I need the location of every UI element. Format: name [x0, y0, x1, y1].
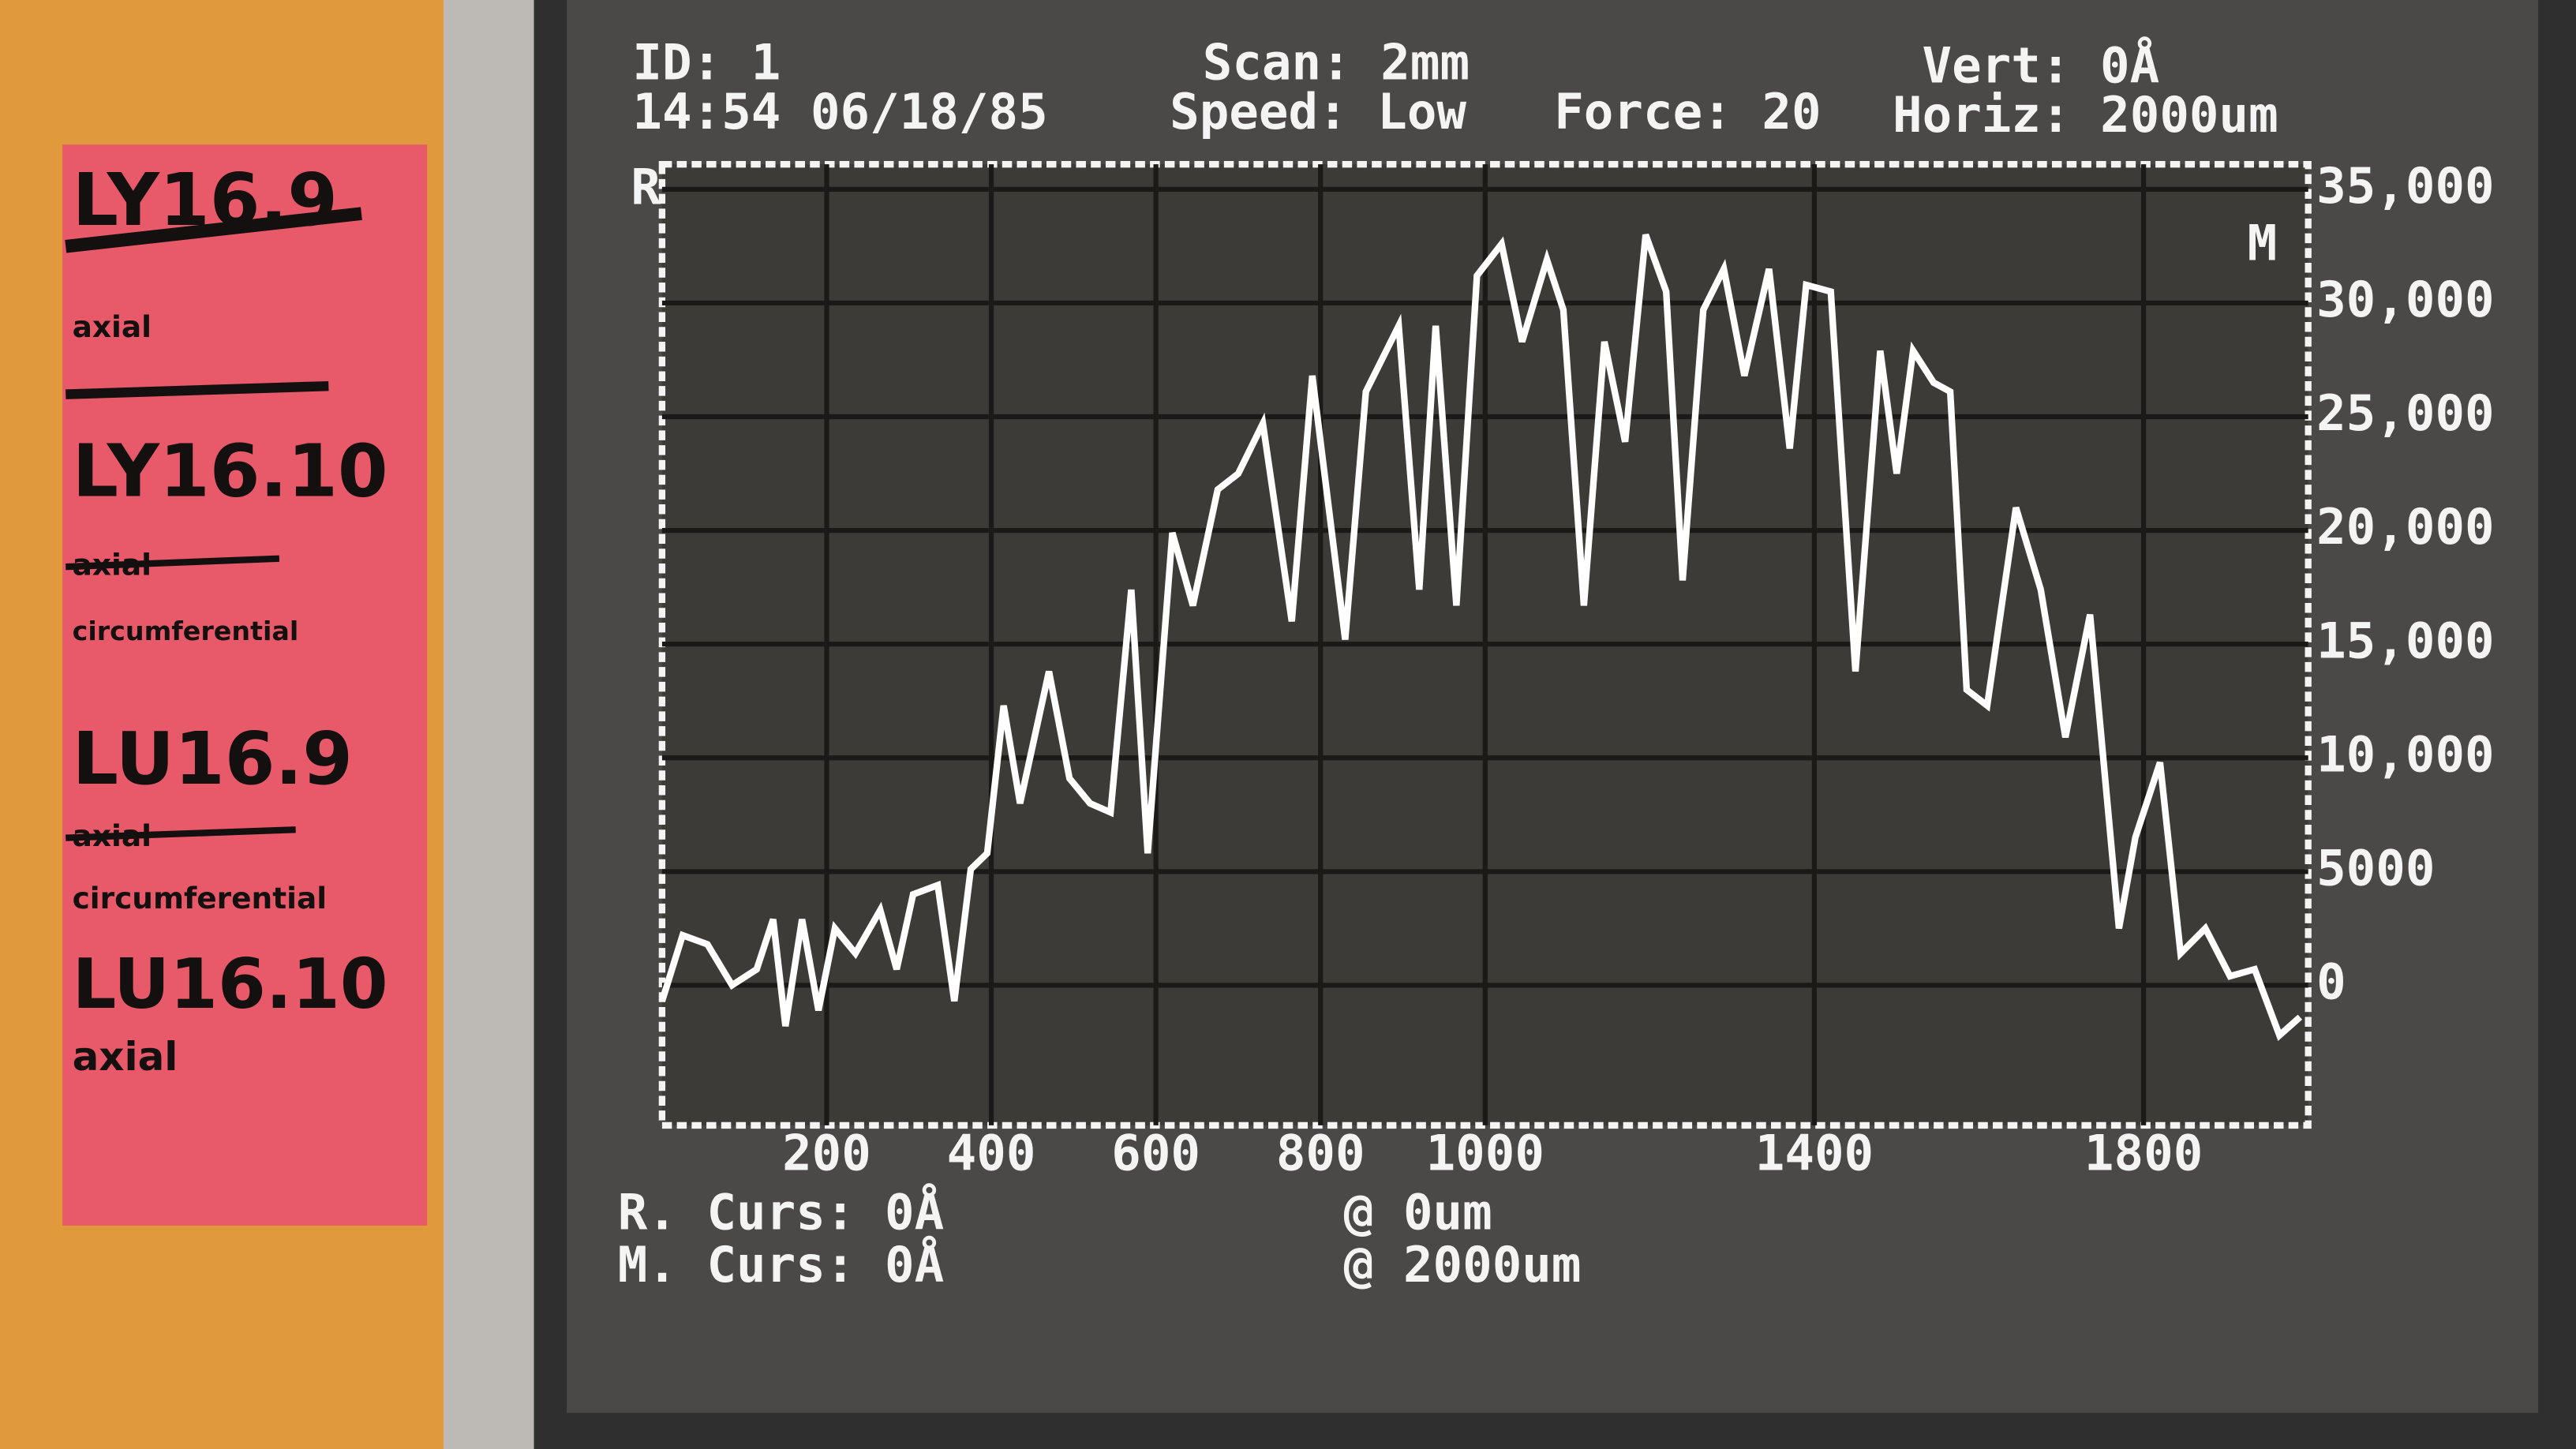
x-tick-label: 1000: [1426, 1125, 1544, 1182]
speed: Speed: Low: [1170, 83, 1466, 140]
note-line: circumferential: [73, 881, 328, 915]
timestamp: 14:54 06/18/85: [632, 83, 1047, 140]
y-tick-label: 20,000: [2316, 498, 2495, 556]
note-line: axial: [73, 1034, 178, 1080]
y-tick-label: 35,000: [2316, 157, 2495, 215]
x-tick-label: 800: [1276, 1125, 1365, 1182]
note-line: LU16.9: [73, 717, 353, 801]
strike: [66, 826, 296, 841]
m-position: @ 2000um: [1344, 1236, 1582, 1294]
x-tick-label: 200: [782, 1125, 871, 1182]
r-marker: R: [631, 159, 661, 216]
note-line: axial: [73, 818, 152, 853]
r-cursor: R. Curs: 0Å: [618, 1183, 945, 1241]
note-line: LU16.10: [73, 944, 388, 1024]
x-tick-label: 1400: [1755, 1125, 1874, 1182]
y-tick-label: 15,000: [2316, 612, 2495, 669]
note-line: LY16.9: [73, 158, 338, 242]
screen-header: ID: 1 Scan: 2mm Vert: 0Å 14:54 06/18/85 …: [632, 33, 2278, 144]
force: Force: 20: [1554, 83, 1821, 140]
y-tick-label: 0: [2316, 953, 2346, 1010]
scan: Scan: 2mm: [1203, 33, 1470, 91]
y-tick-label: 30,000: [2316, 271, 2495, 328]
x-tick-label: 400: [947, 1125, 1036, 1182]
strike: [65, 207, 362, 253]
x-tick-label: 1800: [2084, 1125, 2203, 1182]
vert: Vert: 0Å: [1923, 37, 2160, 95]
x-tick-label: 600: [1111, 1125, 1200, 1182]
trace: [658, 234, 2303, 1041]
y-tick-label: 10,000: [2316, 725, 2495, 783]
id: ID: 1: [632, 33, 781, 91]
horiz: Horiz: 2000um: [1893, 86, 2278, 144]
y-tick-label: 5000: [2316, 839, 2435, 897]
r-position: @ 0um: [1344, 1183, 1492, 1241]
strike: [66, 380, 329, 399]
m-marker: M: [2248, 214, 2278, 271]
m-cursor: M. Curs: 0Å: [618, 1236, 945, 1294]
strike: [66, 555, 280, 571]
sticky-note: [62, 144, 428, 1226]
y-tick-label: 25,000: [2316, 384, 2495, 442]
note-line: axial: [73, 309, 152, 344]
note-line: axial: [73, 548, 152, 582]
note-line: LY16.10: [73, 429, 388, 514]
note-line: circumferential: [73, 616, 299, 646]
